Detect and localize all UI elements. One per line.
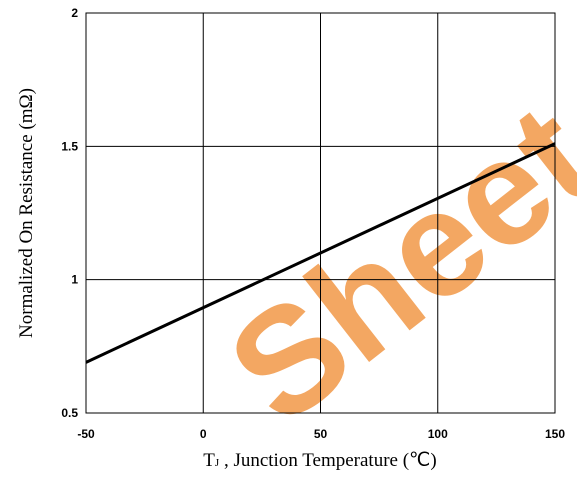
watermark: Sheet [198,71,577,455]
y-tick-label: 2 [71,6,78,20]
x-tick-label: 150 [545,427,565,441]
series-line-0 [85,142,556,364]
y-tick-label: 0.5 [61,406,78,420]
watermark-text: Sheet [198,71,577,455]
plot-frame [85,12,556,414]
y-tick-label: 1.5 [61,139,78,153]
x-tick-label: 0 [200,427,207,441]
x-axis-title: TJ , Junction Temperature (℃) [203,450,436,471]
y-tick-labels: 0.5 1 1.5 2 [61,6,78,420]
x-axis-title-subscript: J [215,457,220,469]
x-tick-label: -50 [77,427,95,441]
x-tick-label: 100 [428,427,448,441]
x-tick-labels: -50 0 50 100 150 [77,427,565,441]
y-axis-title: Normalized On Resistance (mΩ) [16,88,37,338]
grid [86,13,555,413]
x-axis-title-main: T [203,450,215,471]
y-tick-label: 1 [71,273,78,287]
x-tick-label: 50 [314,427,328,441]
x-axis-title-rest: , Junction Temperature (℃) [219,450,437,471]
series-group [85,142,556,364]
